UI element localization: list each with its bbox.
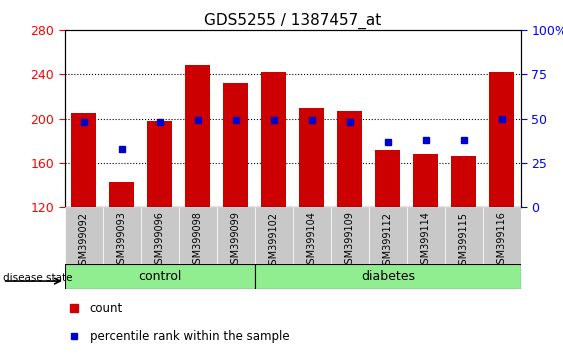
Text: GSM399115: GSM399115 xyxy=(459,212,469,270)
Bar xyxy=(217,207,254,264)
Bar xyxy=(179,207,217,264)
Bar xyxy=(489,72,514,207)
Bar xyxy=(452,156,476,207)
Bar xyxy=(261,72,286,207)
Text: GSM399114: GSM399114 xyxy=(421,212,431,270)
Bar xyxy=(254,264,521,289)
Bar xyxy=(483,207,521,264)
Bar xyxy=(224,83,248,207)
Text: GSM399098: GSM399098 xyxy=(193,212,203,270)
Text: GSM399096: GSM399096 xyxy=(155,212,165,270)
Bar xyxy=(65,207,103,264)
Bar xyxy=(407,207,445,264)
Text: GSM399104: GSM399104 xyxy=(307,212,317,270)
Bar xyxy=(72,113,96,207)
Title: GDS5255 / 1387457_at: GDS5255 / 1387457_at xyxy=(204,12,381,29)
Bar xyxy=(103,207,141,264)
Text: GSM399116: GSM399116 xyxy=(497,212,507,270)
Bar xyxy=(413,154,438,207)
Bar xyxy=(337,111,362,207)
Bar xyxy=(109,182,134,207)
Bar xyxy=(369,207,406,264)
Bar xyxy=(185,65,210,207)
Bar xyxy=(376,149,400,207)
Bar xyxy=(445,207,483,264)
Text: GSM399102: GSM399102 xyxy=(269,212,279,270)
Text: disease state: disease state xyxy=(3,273,72,283)
Bar xyxy=(331,207,369,264)
Text: GSM399099: GSM399099 xyxy=(231,212,241,270)
Text: count: count xyxy=(90,302,123,315)
Text: GSM399109: GSM399109 xyxy=(345,212,355,270)
Text: control: control xyxy=(138,270,181,282)
Bar xyxy=(141,207,179,264)
Bar xyxy=(300,108,324,207)
Bar xyxy=(65,264,254,289)
Text: diabetes: diabetes xyxy=(361,270,415,282)
Text: GSM399112: GSM399112 xyxy=(383,212,393,270)
Bar xyxy=(293,207,331,264)
Text: GSM399092: GSM399092 xyxy=(79,212,89,270)
Bar xyxy=(254,207,293,264)
Bar xyxy=(148,121,172,207)
Text: GSM399093: GSM399093 xyxy=(117,212,127,270)
Text: percentile rank within the sample: percentile rank within the sample xyxy=(90,330,289,343)
